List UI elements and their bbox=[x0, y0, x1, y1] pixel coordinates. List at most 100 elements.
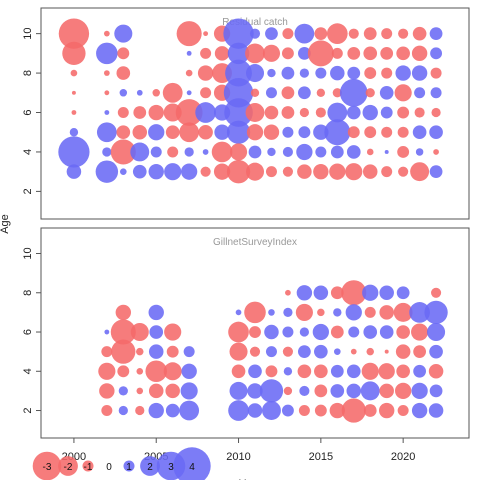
bubble-negative bbox=[295, 303, 313, 321]
bubble-positive bbox=[312, 323, 329, 341]
bubble-negative bbox=[314, 27, 328, 41]
bubble-positive bbox=[296, 285, 313, 301]
bubble-positive bbox=[346, 383, 362, 399]
bubble-negative bbox=[380, 46, 394, 60]
bubble-positive bbox=[264, 324, 279, 340]
bubble-positive bbox=[334, 348, 341, 355]
bubble-positive bbox=[362, 284, 379, 301]
bubble-positive bbox=[315, 67, 327, 79]
bubble-positive bbox=[327, 102, 348, 123]
bubble-positive bbox=[294, 23, 315, 44]
bubble-negative bbox=[250, 88, 260, 97]
y-tick-label: 6 bbox=[22, 329, 34, 335]
bubble-positive bbox=[118, 386, 128, 396]
bubble-positive bbox=[346, 364, 361, 379]
bubble-negative bbox=[282, 28, 294, 40]
bubble-positive bbox=[58, 136, 90, 168]
bubble-negative bbox=[428, 364, 444, 379]
panel-title: GillnetSurveyIndex bbox=[213, 237, 297, 248]
bubble-negative bbox=[104, 90, 110, 96]
x-tick-label: 2010 bbox=[226, 451, 250, 463]
bubble-positive bbox=[427, 322, 446, 342]
bubble-negative bbox=[396, 325, 410, 339]
bubble-positive bbox=[268, 309, 275, 316]
bubble-negative bbox=[71, 110, 77, 115]
bubble-positive bbox=[267, 147, 276, 157]
bubble-positive bbox=[296, 143, 313, 161]
bubble-positive bbox=[226, 120, 251, 144]
bubble-negative bbox=[265, 166, 277, 178]
bubble-positive bbox=[283, 307, 293, 318]
bubble-negative bbox=[363, 404, 377, 417]
bubble-negative bbox=[363, 27, 377, 41]
bubble-positive bbox=[148, 163, 164, 180]
bubble-negative bbox=[166, 345, 179, 358]
bubble-positive bbox=[179, 400, 200, 421]
y-tick-label: 6 bbox=[22, 109, 34, 115]
bubble-positive bbox=[415, 148, 424, 156]
bubble-negative bbox=[281, 47, 294, 60]
bubble-negative bbox=[411, 45, 428, 62]
bubble-negative bbox=[229, 143, 248, 161]
bubble-positive bbox=[298, 126, 311, 139]
bubble-negative bbox=[145, 360, 168, 383]
panel-frame bbox=[40, 227, 470, 439]
bubble-positive bbox=[186, 90, 192, 96]
y-tick-label: 2 bbox=[22, 407, 34, 413]
bubble-negative bbox=[200, 87, 212, 99]
bubble-positive bbox=[148, 402, 164, 419]
bubble-positive bbox=[412, 125, 427, 140]
bubble-negative bbox=[410, 162, 430, 182]
bubble-positive bbox=[118, 405, 128, 416]
bubble-negative bbox=[329, 402, 346, 419]
bubble-negative bbox=[431, 107, 441, 118]
bubble-negative bbox=[384, 349, 389, 354]
bubble-negative bbox=[361, 362, 379, 380]
bubble-positive bbox=[96, 122, 117, 143]
bubble-negative bbox=[176, 21, 202, 47]
bubble-negative bbox=[341, 280, 367, 306]
bubble-negative bbox=[282, 346, 293, 357]
bubble-positive bbox=[228, 400, 249, 421]
bubble-negative bbox=[329, 163, 346, 180]
bubble-negative bbox=[62, 41, 86, 66]
bubble-positive bbox=[235, 309, 242, 316]
bubble-negative bbox=[362, 164, 378, 179]
bubble-positive bbox=[299, 68, 310, 78]
bubble-positive bbox=[379, 85, 394, 100]
bubble-positive bbox=[313, 285, 329, 301]
bubble-positive bbox=[413, 364, 426, 378]
bubble-negative bbox=[245, 162, 265, 181]
bubble-negative bbox=[381, 67, 393, 79]
bubble-negative bbox=[148, 104, 164, 121]
bubble-negative bbox=[179, 122, 200, 143]
bubble-negative bbox=[379, 383, 394, 399]
bubble-positive bbox=[429, 125, 443, 140]
bubble-negative bbox=[211, 141, 233, 163]
bubble-positive bbox=[429, 344, 443, 359]
bubble-positive bbox=[265, 346, 277, 358]
bubble-negative bbox=[364, 126, 377, 139]
bubble-positive bbox=[330, 145, 344, 159]
bubble-negative bbox=[314, 364, 328, 379]
bubble-negative bbox=[431, 287, 442, 298]
bubble-positive bbox=[299, 327, 310, 337]
bubble-positive bbox=[424, 300, 448, 325]
bubble-positive bbox=[96, 42, 118, 65]
bubble-negative bbox=[411, 323, 429, 341]
bubble-positive bbox=[428, 403, 444, 418]
bubble-positive bbox=[414, 87, 426, 99]
bubble-positive bbox=[120, 168, 127, 175]
bubble-negative bbox=[229, 342, 248, 361]
bubble-positive bbox=[345, 304, 362, 321]
x-tick-label: 2020 bbox=[391, 451, 415, 463]
bubble-negative bbox=[249, 326, 261, 338]
bubble-negative bbox=[381, 28, 393, 40]
bubble-negative bbox=[200, 166, 211, 177]
bubble-negative bbox=[330, 286, 344, 300]
bubble-positive bbox=[165, 403, 180, 418]
bubble-positive bbox=[148, 124, 165, 141]
bubble-negative bbox=[214, 46, 230, 61]
bubble-negative bbox=[198, 124, 213, 140]
bubble-negative bbox=[433, 149, 439, 155]
